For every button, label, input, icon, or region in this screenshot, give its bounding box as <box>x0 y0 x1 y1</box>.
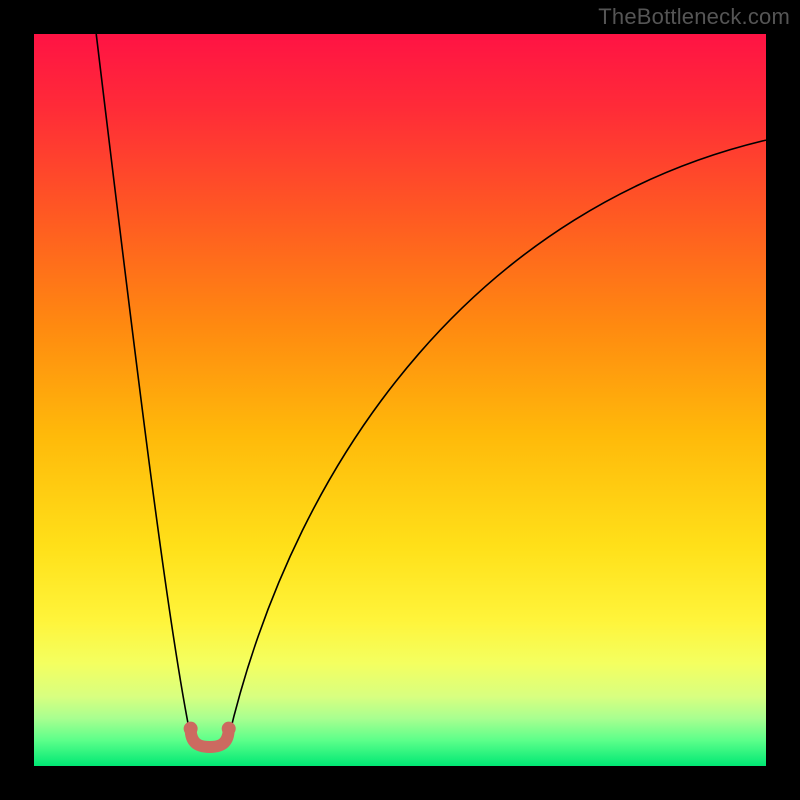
gradient-background <box>34 34 766 766</box>
valley-dot-left <box>184 722 198 736</box>
bottleneck-chart <box>0 0 800 800</box>
valley-dot-right <box>222 722 236 736</box>
chart-container: TheBottleneck.com <box>0 0 800 800</box>
watermark-text: TheBottleneck.com <box>598 4 790 30</box>
